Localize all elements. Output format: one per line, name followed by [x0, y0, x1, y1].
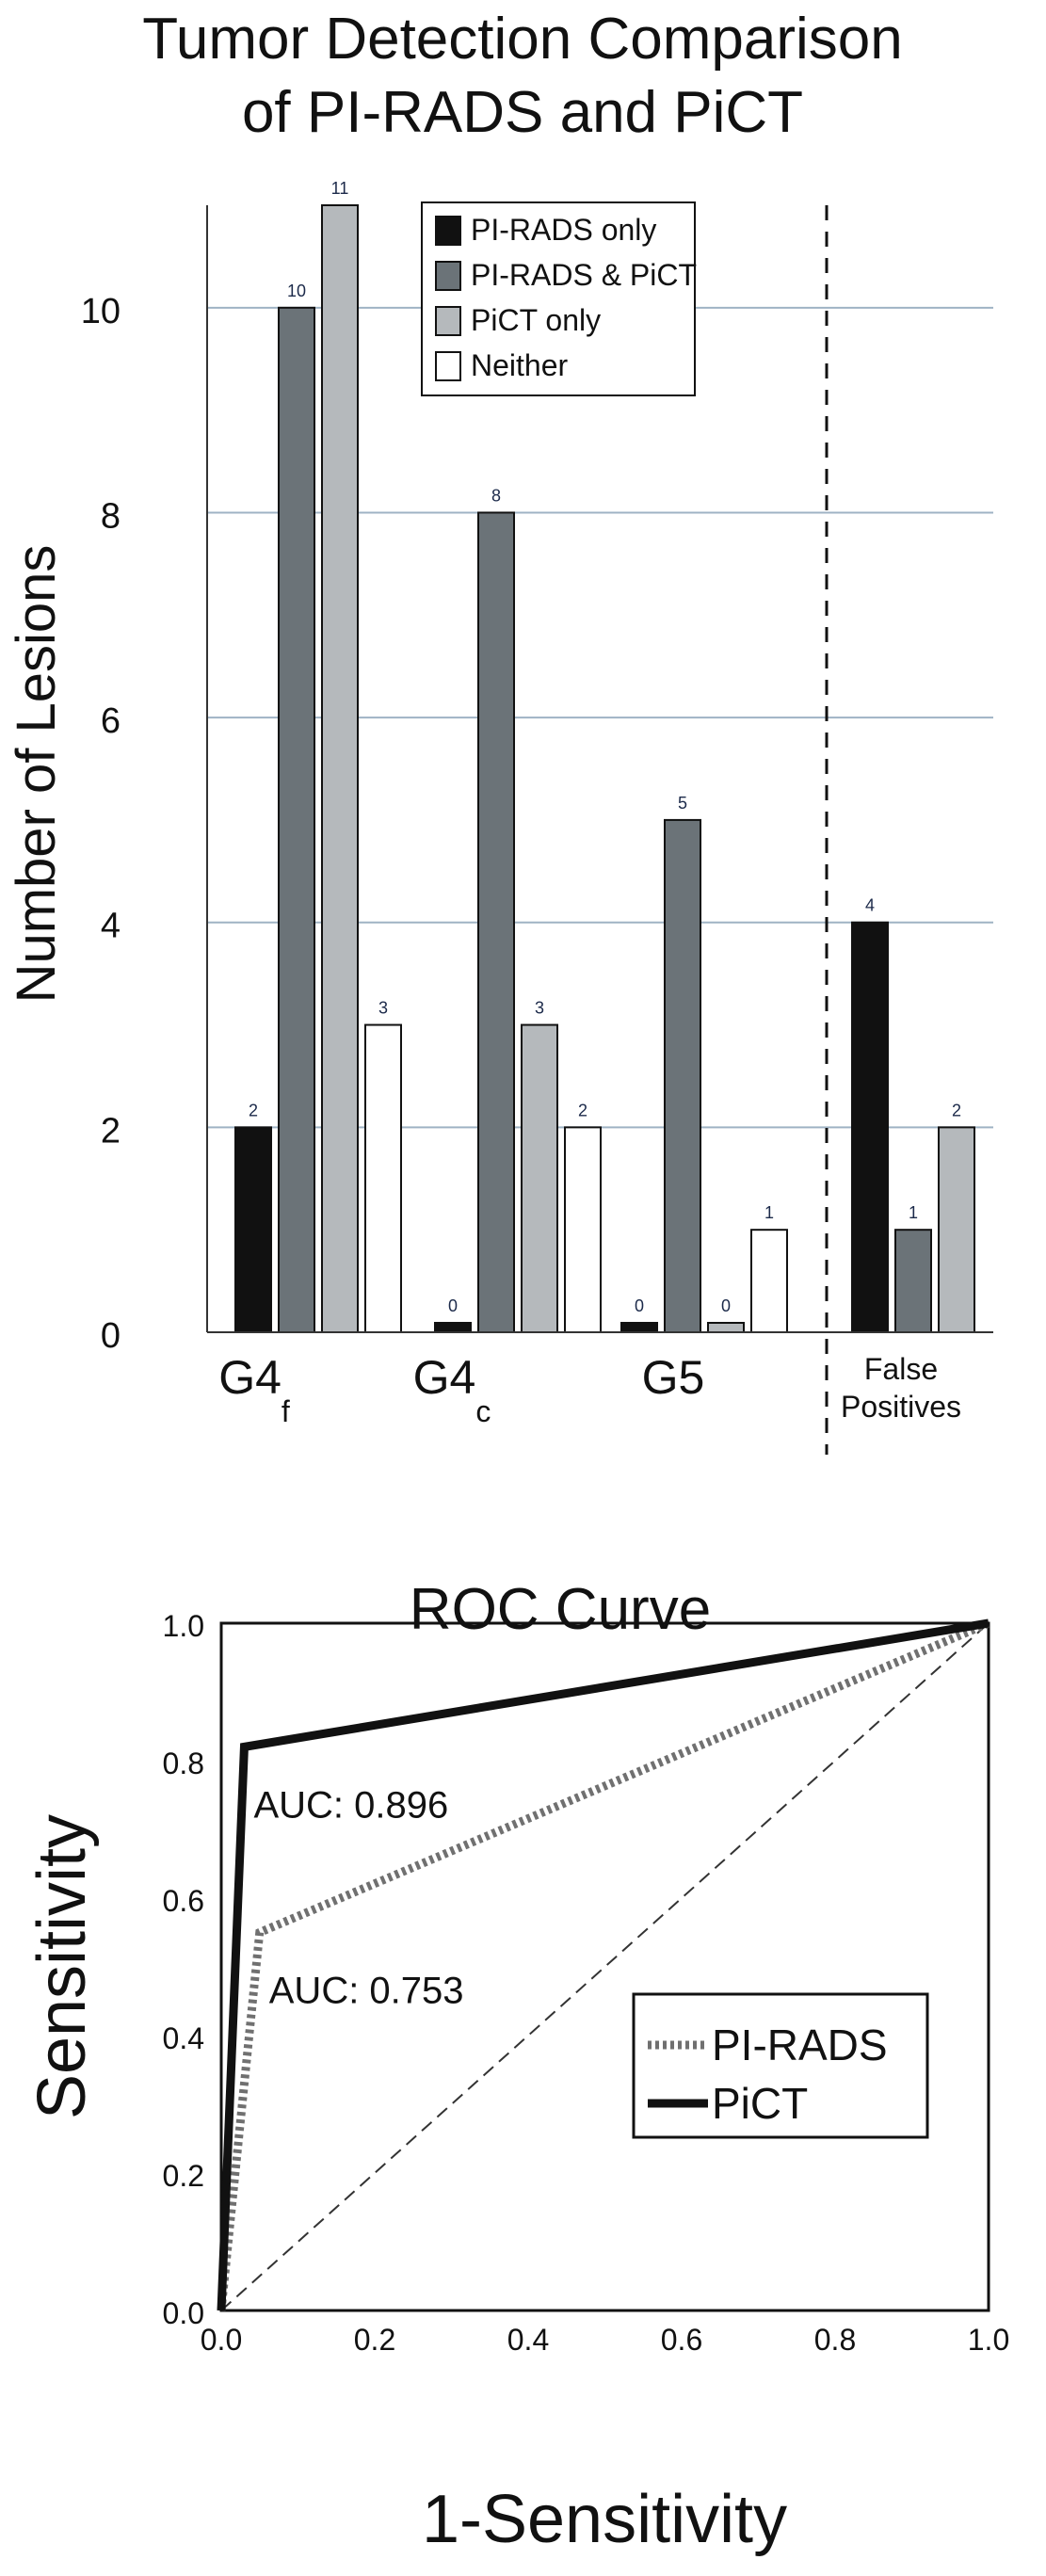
roc-x-tick-label: 0.6 — [661, 2323, 702, 2357]
legend-frame — [421, 201, 696, 396]
y-tick-label: 10 — [81, 292, 121, 331]
roc-legend-label: PI-RADS — [712, 2021, 888, 2069]
legend-swatch — [435, 351, 461, 381]
bar-pi-rads-pict — [278, 306, 315, 1333]
bar-value-label: 1 — [909, 1203, 918, 1222]
bar-pi-rads-pict — [664, 818, 701, 1333]
bar-pi-rads-only — [620, 1322, 658, 1333]
bar-chart: Tumor Detection Comparison of PI-RADS an… — [6, 7, 993, 1455]
roc-legend: PI-RADS PiCT — [632, 1992, 929, 2139]
legend-label: PI-RADS only — [471, 213, 656, 247]
roc-x-tick-label: 0.0 — [201, 2323, 242, 2357]
roc-y-tick-label: 0.8 — [163, 1747, 204, 1780]
roc-auc-labels: AUC: 0.753 AUC: 0.896 — [253, 1784, 463, 2011]
bar-neither — [750, 1229, 788, 1333]
roc-y-tick-label: 1.0 — [163, 1609, 204, 1643]
roc-plot-frame — [219, 1621, 990, 2312]
bar-value-label: 3 — [535, 999, 544, 1018]
bar-chart-legend: PI-RADS only PI-RADS & PiCT PiCT only Neith… — [421, 201, 697, 396]
roc-y-label: Sensitivity — [24, 1814, 100, 2119]
legend-swatch — [435, 306, 461, 336]
roc-legend-frame — [632, 1992, 929, 2139]
y-tick-label: 4 — [101, 907, 121, 946]
roc-y-tick-label: 0.4 — [163, 2021, 204, 2055]
roc-y-tick-labels: 0.0 0.2 0.4 0.6 0.8 1.0 — [163, 1609, 204, 2330]
bar-neither — [564, 1126, 602, 1334]
legend-label: Neither — [471, 348, 569, 382]
auc-label: AUC: 0.896 — [253, 1784, 448, 1826]
legend-swatch — [435, 216, 461, 246]
bar-pi-rads-only — [234, 1126, 272, 1334]
bar-pi-rads-pict — [477, 511, 515, 1333]
roc-x-tick-label: 0.4 — [507, 2323, 549, 2357]
y-tick-label: 6 — [101, 701, 121, 741]
roc-x-tick-label: 0.2 — [354, 2323, 395, 2357]
bar-value-label: 2 — [578, 1101, 587, 1119]
bar-value-label: 0 — [448, 1296, 458, 1315]
bar-pi-rads-only — [434, 1322, 472, 1333]
bar-pict-only — [321, 204, 359, 1333]
bar-pi-rads-only — [851, 921, 889, 1334]
bar-pict-only — [521, 1023, 558, 1333]
roc-x-label: 1-Sensitivity — [422, 2482, 787, 2557]
legend-label: PiCT only — [471, 303, 601, 337]
bar-neither — [364, 1023, 402, 1333]
bar-pict-only — [938, 1126, 975, 1334]
roc-y-tick-label: 0.6 — [163, 1884, 204, 1918]
category-label: G5 — [642, 1351, 705, 1404]
bar-chart-title-line-1: Tumor Detection Comparison — [142, 7, 902, 72]
bar-chart-bars — [234, 204, 975, 1334]
roc-curve-pi-rads — [217, 1618, 990, 2311]
bar-chart-category-labels: G4f G4c G5 False Positives — [218, 1351, 961, 1428]
roc-legend-label: PiCT — [712, 2079, 808, 2128]
bar-value-label: 2 — [249, 1101, 258, 1119]
bar-value-label: 4 — [865, 896, 875, 915]
legend-label: PI-RADS & PiCT — [471, 258, 697, 292]
roc-reference-line — [220, 1622, 990, 2311]
y-tick-label: 8 — [101, 496, 121, 536]
category-label: G4f — [218, 1351, 290, 1428]
bar-value-label: 3 — [378, 999, 388, 1018]
bar-chart-y-label: Number of Lesions — [6, 545, 67, 1004]
bar-value-label: 10 — [287, 282, 306, 300]
bar-chart-title-line-2: of PI-RADS and PiCT — [242, 80, 803, 145]
bar-value-label: 11 — [331, 179, 349, 198]
bar-value-label: 5 — [678, 794, 687, 813]
bar-value-label: 0 — [635, 1296, 644, 1315]
roc-y-tick-label: 0.2 — [163, 2159, 204, 2193]
bar-value-label: 0 — [721, 1296, 731, 1315]
bar-value-label: 2 — [952, 1101, 961, 1119]
roc-curves — [217, 1618, 990, 2311]
y-tick-label: 2 — [101, 1111, 121, 1151]
roc-chart: ROC Curve AUC: 0.753 AUC: 0.896 0.0 0.2 0.4… — [24, 1577, 1009, 2557]
roc-x-tick-label: 0.8 — [814, 2323, 856, 2357]
category-label: G4c — [413, 1351, 491, 1428]
category-label-line: Positives — [841, 1390, 961, 1424]
roc-curve-pict — [217, 1618, 990, 2311]
bar-value-label: 8 — [491, 486, 501, 505]
bar-value-label: 1 — [764, 1203, 774, 1222]
roc-chart-title: ROC Curve — [410, 1577, 711, 1642]
auc-label: AUC: 0.753 — [269, 1971, 464, 2012]
roc-x-tick-labels: 0.0 0.2 0.4 0.6 0.8 1.0 — [201, 2323, 1009, 2357]
bar-pi-rads-pict — [894, 1229, 932, 1333]
roc-x-tick-label: 1.0 — [968, 2323, 1009, 2357]
category-label-line: False — [864, 1352, 938, 1386]
bar-pict-only — [707, 1322, 745, 1333]
roc-y-tick-label: 0.0 — [163, 2296, 204, 2330]
y-tick-label: 0 — [101, 1316, 121, 1356]
bar-chart-y-tick-labels: 0 2 4 6 8 10 — [81, 292, 121, 1356]
legend-swatch — [435, 261, 461, 291]
chance-diagonal — [220, 1622, 990, 2311]
